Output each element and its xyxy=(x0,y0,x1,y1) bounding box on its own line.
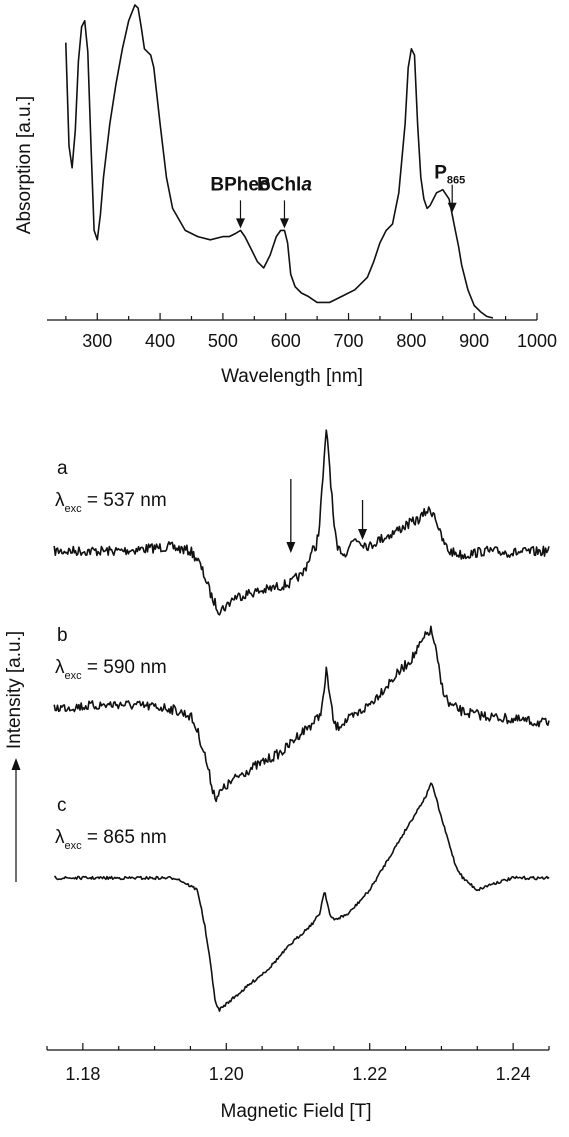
series-excitation-label: λexc = 590 nm xyxy=(55,657,167,682)
intensity-axis-label: Intensity [a.u.] xyxy=(4,631,25,749)
x-tick-label: 300 xyxy=(82,331,112,351)
wavelength-axis-label: Wavelength [nm] xyxy=(221,366,363,387)
epr-spectra xyxy=(53,429,550,1012)
annotation-2: BChla xyxy=(257,174,312,229)
intensity-axis-arrowhead xyxy=(11,758,21,770)
field-arrow-1 xyxy=(286,479,296,553)
lambda-subscript: exc xyxy=(65,840,83,852)
wavelength-axis-ticks: 300 400 500 600 700 800 900 1000 xyxy=(65,313,557,351)
annotation-arrowhead xyxy=(235,218,245,229)
x-tick-label: 900 xyxy=(459,331,489,351)
epr-trace-b xyxy=(53,625,550,803)
series-excitation-label: λexc = 537 nm xyxy=(55,490,167,515)
field-arrowhead xyxy=(286,542,296,553)
excitation-value: = 865 nm xyxy=(82,827,167,848)
excitation-value: = 537 nm xyxy=(82,490,167,511)
epr-trace-a xyxy=(53,429,550,616)
annotation-1: BPheo xyxy=(210,174,271,229)
x-tick-label: 1.18 xyxy=(65,1064,100,1084)
annotation-subscript: 865 xyxy=(447,175,465,187)
x-tick-label: 1.22 xyxy=(352,1064,387,1084)
annotation-text: P xyxy=(434,163,447,184)
annotation-label: P865 xyxy=(434,163,465,187)
x-tick-label: 400 xyxy=(145,331,175,351)
epr-trace-c xyxy=(54,782,550,1012)
annotation-3: P865 xyxy=(434,163,465,213)
annotation-suffix: a xyxy=(301,174,312,195)
annotation-text: BPheo xyxy=(210,174,270,195)
intensity-axis-label-group: Intensity [a.u.] xyxy=(4,631,25,882)
field-arrows xyxy=(286,479,368,553)
annotation-label: BPheo xyxy=(210,174,270,195)
x-tick-label: 500 xyxy=(208,331,238,351)
excitation-value: = 590 nm xyxy=(82,657,167,678)
x-tick-label: 600 xyxy=(271,331,301,351)
lambda-subscript: exc xyxy=(65,503,83,515)
absorption-axis-label: Absorption [a.u.] xyxy=(14,96,35,234)
magnetic-field-axis-label: Magnetic Field [T] xyxy=(221,1101,372,1122)
field-arrowhead xyxy=(358,529,368,540)
annotation-label: BChla xyxy=(257,174,312,195)
annotation-arrowhead xyxy=(279,218,289,229)
x-tick-label: 1000 xyxy=(517,331,557,351)
lambda-symbol: λ xyxy=(55,827,65,848)
x-tick-label: 1.20 xyxy=(209,1064,244,1084)
x-tick-label: 700 xyxy=(334,331,364,351)
series-excitation-label: λexc = 865 nm xyxy=(55,827,167,852)
annotation-text: BChl xyxy=(257,174,301,195)
field-arrow-2 xyxy=(358,500,368,540)
series-name: c xyxy=(57,795,67,816)
series-name: b xyxy=(57,625,68,646)
absorption-spectrum-line xyxy=(65,4,494,319)
annotation-arrowhead xyxy=(447,202,457,213)
lambda-symbol: λ xyxy=(55,657,65,678)
lambda-subscript: exc xyxy=(65,670,83,682)
lambda-symbol: λ xyxy=(55,490,65,511)
series-name: a xyxy=(57,458,68,479)
x-tick-label: 1.24 xyxy=(496,1064,531,1084)
x-tick-label: 800 xyxy=(396,331,426,351)
magnetic-field-axis-ticks: 1.18 1.20 1.22 1.24 xyxy=(46,1043,550,1084)
